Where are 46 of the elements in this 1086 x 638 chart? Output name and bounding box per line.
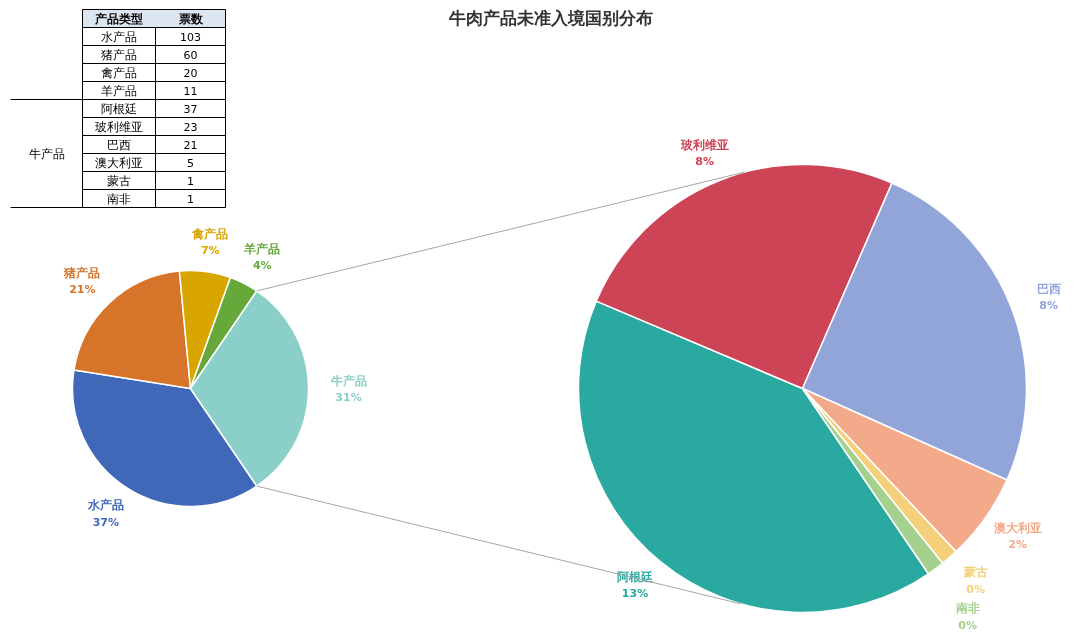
slice-label: 巴西 xyxy=(1036,281,1061,296)
category-label: 水产品 xyxy=(101,29,137,44)
slice-label: 羊产品 xyxy=(243,241,281,256)
data-label: 21% xyxy=(69,283,96,297)
data-label: 37% xyxy=(92,515,120,529)
slice-label: 蒙古 xyxy=(962,565,988,580)
data-label: 103 xyxy=(180,30,201,44)
data-label: 23 xyxy=(183,120,198,134)
slice-label: 牛产品 xyxy=(329,373,367,388)
data-label: 1 xyxy=(187,192,194,206)
data-label: 8% xyxy=(695,155,715,169)
data-label: 11 xyxy=(183,84,198,98)
data-label: 20 xyxy=(183,66,198,80)
slice-label: 玻利维亚 xyxy=(679,137,729,152)
data-label: 31% xyxy=(335,391,362,404)
slice-label: 阿根廷 xyxy=(616,569,653,584)
slice-label: 水产品 xyxy=(86,498,124,513)
category-label: 巴西 xyxy=(107,137,131,152)
data-label: 37 xyxy=(183,102,198,116)
category-label: 蒙古 xyxy=(107,173,131,188)
text: 产品类型 xyxy=(94,11,143,26)
data-label: 60 xyxy=(183,48,198,62)
data-label: 4% xyxy=(252,259,272,273)
data-label: 0% xyxy=(966,582,986,596)
slice-label: 澳大利亚 xyxy=(992,520,1042,535)
text: 牛肉产品未准入境国别分布 xyxy=(447,7,653,28)
category-label: 牛产品 xyxy=(28,146,65,161)
category-label: 猪产品 xyxy=(101,47,137,62)
slice-label: 禽产品 xyxy=(191,226,229,241)
data-label: 7% xyxy=(200,244,220,258)
data-label: 8% xyxy=(1039,299,1059,313)
data-label: 5 xyxy=(187,156,194,170)
category-label: 阿根廷 xyxy=(101,101,137,116)
category-label: 禽产品 xyxy=(101,65,137,80)
data-label: 2% xyxy=(1008,538,1027,552)
category-label: 澳大利亚 xyxy=(95,155,143,170)
slice-label: 南非 xyxy=(954,601,980,616)
data-label: 0% xyxy=(958,618,978,632)
category-label: 玻利维亚 xyxy=(95,119,143,134)
data-label: 21 xyxy=(183,138,198,152)
slice-label: 猪产品 xyxy=(63,265,101,280)
data-label: 13% xyxy=(621,587,649,601)
category-label: 羊产品 xyxy=(101,83,137,98)
data-label: 1 xyxy=(187,174,194,188)
category-label: 南非 xyxy=(107,191,131,206)
text: 票数 xyxy=(177,11,204,26)
